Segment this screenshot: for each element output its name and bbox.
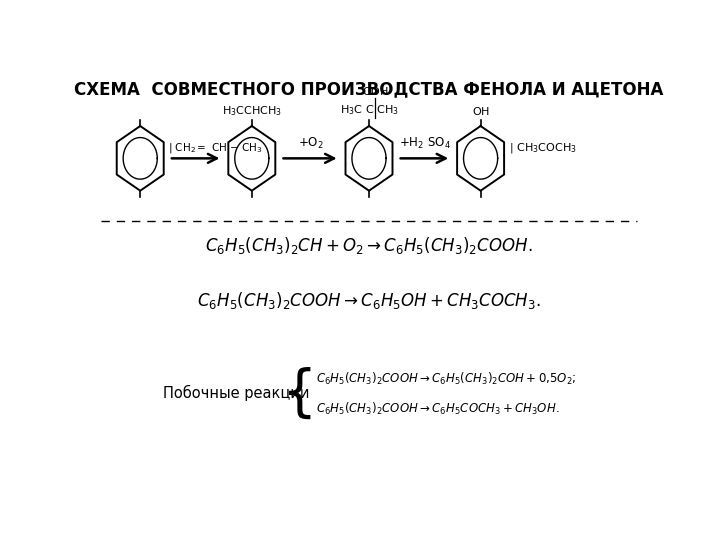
Text: СХЕМА  СОВМЕСТНОГО ПРОИЗВОДСТВА ФЕНОЛА И АЦЕТОНА: СХЕМА СОВМЕСТНОГО ПРОИЗВОДСТВА ФЕНОЛА И …	[74, 80, 664, 99]
Text: $\mathregular{+H_2\ SO_4}$: $\mathregular{+H_2\ SO_4}$	[399, 136, 451, 151]
Text: $\mathregular{H_3CCHCH_3}$: $\mathregular{H_3CCHCH_3}$	[222, 105, 282, 118]
Text: $\mathit{C_6H_5(CH_3)_2COOH \rightarrow C_6H_5OH + CH_3COCH_3.}$: $\mathit{C_6H_5(CH_3)_2COOH \rightarrow …	[197, 290, 541, 311]
Text: $\mathit{C_6H_5(CH_3)_2CH + O_2 \rightarrow C_6H_5(CH_3)_2COOH.}$: $\mathit{C_6H_5(CH_3)_2CH + O_2 \rightar…	[205, 234, 533, 255]
Text: $\mathit{C_6H_5(CH_3)_2COOH \rightarrow C_6H_5(CH_3)_2COH + 0{,}5O_2;}$: $\mathit{C_6H_5(CH_3)_2COOH \rightarrow …	[316, 370, 576, 387]
Text: $\mathregular{H_3C\ C\ CH_3}$: $\mathregular{H_3C\ C\ CH_3}$	[340, 103, 398, 117]
Text: $\mathit{C_6H_5(CH_3)_2COOH \rightarrow C_6H_5COCH_3 + CH_3OH.}$: $\mathit{C_6H_5(CH_3)_2COOH \rightarrow …	[316, 401, 559, 417]
Text: $\mathregular{|\ CH_2{=}\ CH\ {-}\ CH_3}$: $\mathregular{|\ CH_2{=}\ CH\ {-}\ CH_3}…	[168, 141, 263, 156]
Text: {: {	[282, 367, 317, 421]
Text: $\mathregular{OH}$: $\mathregular{OH}$	[472, 105, 490, 117]
Text: $\mathregular{+O_2}$: $\mathregular{+O_2}$	[297, 136, 323, 151]
Text: $\mathregular{OOH}$: $\mathregular{OOH}$	[361, 85, 389, 97]
Text: Побочные реакции: Побочные реакции	[163, 384, 309, 401]
Text: $\mathregular{|\ CH_3COCH_3}$: $\mathregular{|\ CH_3COCH_3}$	[509, 141, 577, 156]
